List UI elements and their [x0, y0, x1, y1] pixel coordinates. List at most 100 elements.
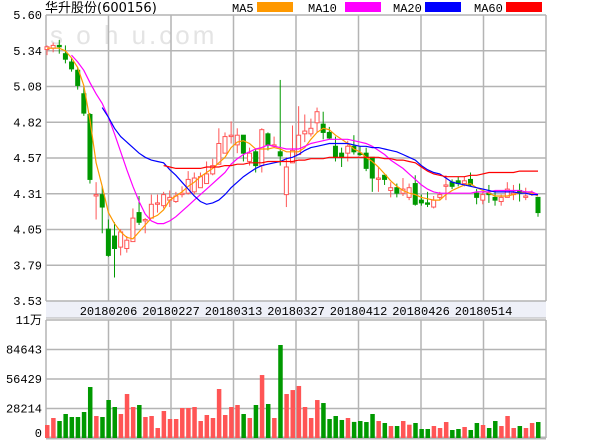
volume-bar: [505, 416, 510, 438]
volume-bar: [57, 421, 62, 438]
candle-body: [431, 199, 437, 208]
candle: [308, 118, 314, 137]
price-tick-label: 3.53: [13, 295, 42, 309]
candle-body: [388, 187, 394, 191]
volume-bar: [198, 421, 203, 438]
volume-bar: [112, 407, 118, 438]
ma5-line: [47, 47, 539, 240]
candle: [296, 106, 302, 156]
candle: [418, 194, 424, 206]
legend-swatch-ma10: [345, 2, 381, 12]
volume-bar: [517, 426, 523, 438]
volume-bars: [45, 344, 541, 438]
volume-bar: [511, 428, 516, 438]
volume-bar: [247, 418, 253, 438]
candle-body: [148, 203, 154, 219]
volume-bar: [118, 414, 124, 438]
price-tick-label: 5.60: [13, 9, 42, 23]
volume-bar: [388, 426, 394, 438]
volume-bar: [358, 421, 363, 438]
candle: [93, 182, 99, 220]
volume-bar: [149, 416, 154, 438]
volume-bar: [265, 403, 271, 438]
volume-bar: [296, 385, 302, 438]
volume-bar: [210, 418, 216, 438]
volume-bar: [272, 418, 277, 438]
candle: [265, 132, 271, 151]
candle: [443, 175, 449, 201]
date-tick-label: 20180426: [392, 305, 450, 319]
volume-bar: [345, 418, 351, 438]
candle-body: [437, 194, 443, 198]
volume-bar: [284, 394, 289, 438]
candle: [124, 236, 130, 253]
candle: [154, 194, 160, 213]
moving-average-lines: [47, 47, 539, 240]
volume-bar: [204, 415, 210, 438]
candle-body: [461, 180, 467, 185]
volume-bar: [167, 419, 173, 438]
volume-bar: [241, 414, 246, 438]
volume-bar: [321, 403, 326, 438]
candle-body: [283, 166, 289, 196]
ma10-line: [71, 54, 539, 225]
candle: [99, 186, 105, 234]
candle-body: [418, 199, 424, 204]
candle-body: [480, 194, 486, 201]
date-band: [46, 301, 546, 318]
candle-body: [118, 231, 124, 248]
candle-body: [535, 196, 541, 214]
candle: [161, 191, 167, 209]
volume-tick-label: 56429: [6, 373, 42, 387]
volume-bar: [222, 415, 228, 438]
candle-body: [154, 202, 160, 205]
volume-bar: [382, 423, 388, 438]
volume-bar: [69, 417, 75, 438]
volume-bar: [229, 407, 234, 438]
candle: [228, 121, 234, 144]
candle-body: [112, 235, 118, 249]
candle-body: [332, 145, 338, 158]
candle-body: [247, 152, 253, 162]
candle: [87, 113, 93, 184]
volume-bar: [462, 427, 467, 438]
volume-bar: [400, 421, 406, 438]
volume-bar: [425, 428, 431, 438]
volume-tick-label: 11万: [16, 314, 42, 328]
candle-body: [504, 188, 510, 198]
candle: [326, 126, 332, 140]
candle-body: [308, 127, 314, 135]
candle-body: [265, 133, 271, 146]
volume-bar: [419, 428, 424, 438]
candle: [191, 172, 197, 195]
candle-body: [240, 134, 246, 154]
candle: [56, 39, 62, 54]
price-tick-label: 4.82: [13, 116, 42, 130]
candle: [480, 191, 486, 205]
volume-bar: [155, 428, 160, 438]
volume-bar: [124, 394, 130, 438]
volume-bar: [364, 422, 369, 438]
candle: [81, 86, 87, 116]
candle-body: [69, 61, 75, 70]
candle-body: [136, 212, 142, 223]
candle: [492, 190, 498, 206]
volume-bar: [186, 408, 191, 438]
legend-label-ma5: MA5: [232, 2, 254, 16]
volume-bar: [529, 423, 535, 438]
price-tick-label: 4.57: [13, 152, 42, 166]
volume-bar: [235, 405, 240, 438]
volume-bar: [278, 344, 283, 438]
date-axis: 20180206 20180227 20180313 20180327 20180412…: [80, 305, 513, 319]
date-tick-label: 20180206: [80, 305, 138, 319]
candle: [112, 222, 118, 278]
legend: MA5 MA10 MA20 MA60: [232, 2, 542, 16]
candle-body: [93, 194, 99, 197]
price-tick-label: 4.31: [13, 188, 42, 202]
volume-bar: [486, 428, 492, 438]
volume-bar: [94, 416, 99, 438]
candle: [314, 107, 320, 133]
price-axis: 5.60 5.34 5.08 4.82 4.57 4.31 4.05 3.79 3.53: [13, 9, 42, 309]
candle: [148, 194, 154, 219]
